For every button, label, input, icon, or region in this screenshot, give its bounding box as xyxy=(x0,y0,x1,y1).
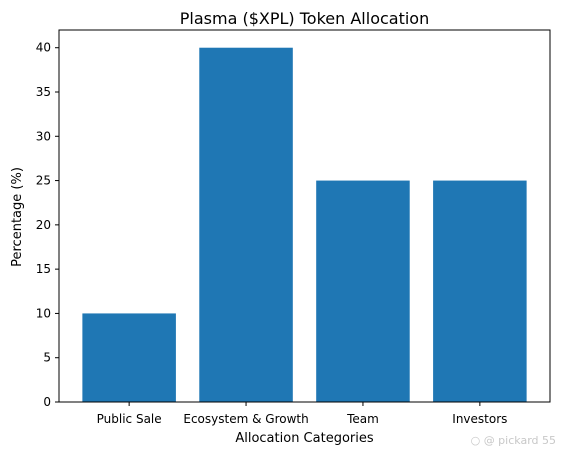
y-tick-label: 30 xyxy=(36,129,51,143)
y-tick-label: 15 xyxy=(36,262,51,276)
x-tick-label: Investors xyxy=(452,412,507,426)
x-tick-label: Public Sale xyxy=(97,412,162,426)
y-tick-label: 5 xyxy=(43,351,51,365)
y-tick-label: 40 xyxy=(36,41,51,55)
y-tick-label: 0 xyxy=(43,395,51,409)
plot-frame xyxy=(58,29,551,403)
bar xyxy=(82,313,176,402)
chart-title: Plasma ($XPL) Token Allocation xyxy=(180,9,429,28)
y-axis-label: Percentage (%) xyxy=(10,167,25,267)
watermark: ○ @ pickard 55 xyxy=(470,434,556,447)
x-axis-label: Allocation Categories xyxy=(235,431,374,446)
y-tick-label: 35 xyxy=(36,85,51,99)
bar xyxy=(316,180,410,402)
plot-area: 0 5 10 15 20 25 30 35 40 Public Sale Ecosystem & G… xyxy=(36,29,551,426)
y-tick-label: 10 xyxy=(36,306,51,320)
x-tick-label: Team xyxy=(346,412,379,426)
y-tick-label: 20 xyxy=(36,218,51,232)
bar xyxy=(433,180,527,402)
x-tick-label: Ecosystem & Growth xyxy=(183,412,308,426)
bar xyxy=(199,47,293,402)
y-tick-label: 25 xyxy=(36,174,51,188)
